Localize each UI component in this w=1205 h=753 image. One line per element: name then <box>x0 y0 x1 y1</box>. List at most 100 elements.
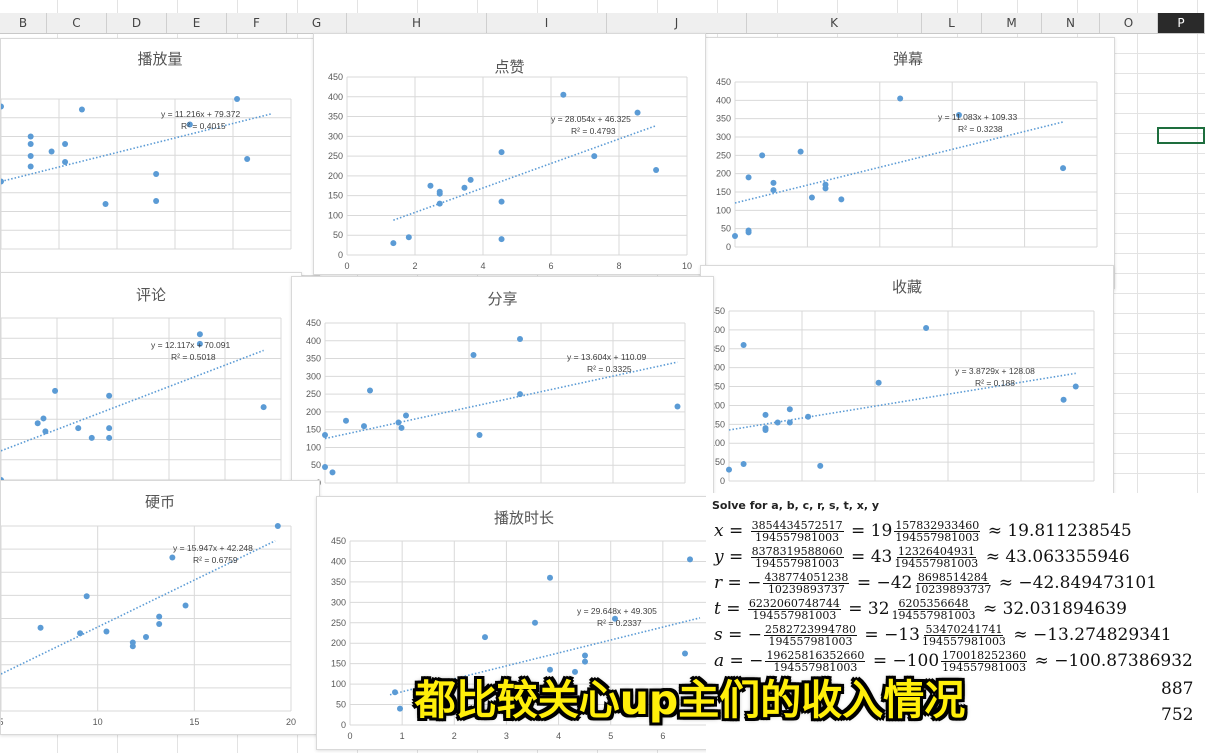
r-squared: R² = 0.3325 <box>587 364 632 374</box>
data-point <box>102 201 109 207</box>
y-tick-label: 250 <box>710 382 725 392</box>
trend-equation: y = 11.216x + 79.372 <box>161 109 241 119</box>
y-tick-label: 100 <box>306 442 321 452</box>
column-header-c[interactable]: C <box>47 13 107 33</box>
y-tick-label: 200 <box>328 171 343 181</box>
data-point <box>367 387 373 394</box>
data-point <box>740 461 747 467</box>
chart-panel-danmu[interactable]: 弹幕 0 50 100 150 200 250 300 350 400 450 y = 11.083… <box>701 37 1115 289</box>
column-header-n[interactable]: N <box>1042 13 1100 33</box>
y-tick-label: 300 <box>306 371 321 381</box>
data-point <box>745 227 752 234</box>
data-point <box>37 624 44 631</box>
data-point <box>653 166 660 173</box>
data-point <box>476 432 483 438</box>
y-tick-label: 0 <box>726 242 731 252</box>
data-point <box>470 352 477 358</box>
data-point <box>403 412 409 419</box>
data-point <box>1072 383 1079 390</box>
y-tick-label: 350 <box>716 114 731 124</box>
r-squared: R² = 0.2337 <box>597 618 642 628</box>
column-header-m[interactable]: M <box>982 13 1042 33</box>
data-point <box>129 639 136 646</box>
data-point <box>726 466 732 473</box>
chart-panel-bofang[interactable]: 播放量 y = 11.216x + 79.372 R² = 0.4015 <box>0 38 320 276</box>
column-header-b[interactable]: B <box>0 13 47 33</box>
column-header-d[interactable]: D <box>107 13 167 33</box>
data-point <box>103 628 110 635</box>
column-header-f[interactable]: F <box>227 13 287 33</box>
solver-line-a: a = −19625816352660 194557981003 = −100 17… <box>714 649 1193 674</box>
y-tick-label: 400 <box>716 95 731 105</box>
data-point <box>498 149 505 156</box>
data-point <box>27 133 34 140</box>
data-point <box>634 109 641 116</box>
data-point <box>774 419 781 426</box>
y-tick-label: 300 <box>331 597 346 607</box>
x-tick-label: 10 <box>93 717 103 727</box>
column-header-j[interactable]: J <box>607 13 747 33</box>
column-header-i[interactable]: I <box>487 13 607 33</box>
trend-equation: y = 13.604x + 110.09 <box>567 352 647 362</box>
data-point <box>156 621 163 628</box>
x-tick-label: 4 <box>556 731 561 741</box>
data-point <box>498 198 505 205</box>
data-point <box>560 91 567 98</box>
chart-panel-yingbi[interactable]: 硬币 5 10 15 20 y = 15.947x + 42.248 R² = 0.675… <box>0 480 320 735</box>
data-point <box>156 613 163 620</box>
data-point <box>955 112 962 118</box>
r-squared: R² = 0.4015 <box>181 121 226 131</box>
data-point <box>591 153 598 160</box>
r-squared: R² = 0.4793 <box>571 126 616 136</box>
chart-panel-pinglun[interactable]: 评论 y = 12.117x + 70.091 R² = 0.5018 <box>0 272 302 489</box>
data-point <box>1 178 4 185</box>
column-header-h[interactable]: H <box>347 13 487 33</box>
column-header-o[interactable]: O <box>1100 13 1158 33</box>
data-point <box>687 556 693 563</box>
column-header-g[interactable]: G <box>287 13 347 33</box>
y-tick-label: 250 <box>306 389 321 399</box>
x-tick-label: 2 <box>452 731 457 741</box>
chart-panel-dianzan[interactable]: 点赞 0 50 100 150 200 250 300 350 400 450 0 2 4 6 8 10 y =… <box>313 33 706 275</box>
data-point <box>40 415 47 422</box>
data-point <box>467 176 474 183</box>
data-point <box>786 419 793 426</box>
data-point <box>34 420 41 427</box>
x-tick-label: 10 <box>682 261 692 271</box>
data-point <box>234 96 241 102</box>
data-point <box>27 141 34 147</box>
data-point <box>786 406 793 413</box>
column-header-e[interactable]: E <box>167 13 227 33</box>
data-point <box>322 464 328 470</box>
chart-yingbi: 5 10 15 20 y = 15.947x + 42.248 R² = 0.6759 <box>1 523 296 727</box>
chart-title: 点赞 <box>494 58 525 76</box>
data-point <box>397 705 403 712</box>
data-point <box>875 379 882 386</box>
data-point <box>482 634 488 641</box>
data-point <box>732 233 738 239</box>
y-tick-label: 0 <box>341 720 346 730</box>
y-tick-label: 150 <box>331 659 346 669</box>
column-header-l[interactable]: L <box>922 13 982 33</box>
data-point <box>143 634 149 640</box>
column-header-p[interactable]: P <box>1158 13 1205 33</box>
data-point <box>805 413 812 420</box>
y-tick-label: 450 <box>328 72 343 82</box>
data-point <box>48 148 55 155</box>
data-point <box>1060 165 1067 172</box>
y-tick-label: 150 <box>328 191 343 201</box>
x-tick-label: 0 <box>347 731 352 741</box>
selected-cell[interactable] <box>1157 127 1205 144</box>
data-point <box>923 325 930 331</box>
y-tick-label: 50 <box>721 224 731 234</box>
data-point <box>106 434 113 441</box>
column-header-k[interactable]: K <box>747 13 922 33</box>
x-tick-label: 4 <box>480 261 485 271</box>
r-squared: R² = 0.5018 <box>171 352 216 362</box>
data-point <box>517 336 523 342</box>
y-tick-label: 0 <box>338 250 343 260</box>
solver-line-x: x = 3854434572517 194557981003 = 19 157832… <box>714 519 1132 544</box>
chart-panel-bofangshichang[interactable]: 播放时长 05010015020025030035040045001234567… <box>316 496 732 750</box>
chart-panel-shoucang[interactable]: 收藏 0 50 100 150 200 250 300 350 400 450 y = 3.8729… <box>700 265 1114 499</box>
